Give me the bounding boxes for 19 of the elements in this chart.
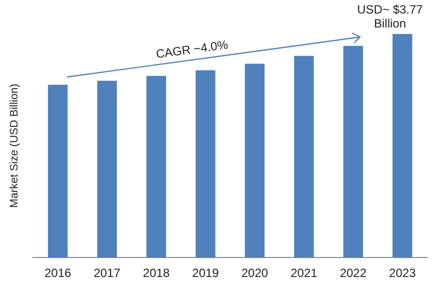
x-tick-label: 2018	[142, 266, 170, 280]
bar	[392, 34, 412, 258]
bar	[48, 84, 68, 258]
y-axis-title: Market Size (USD Billion)	[8, 84, 21, 208]
x-tick-label: 2019	[192, 266, 220, 280]
x-tick-label: 2022	[340, 266, 367, 280]
annotation: CAGR ~4.0%	[155, 37, 230, 62]
bar	[196, 70, 216, 258]
bar	[343, 46, 364, 258]
x-tick-label: 2021	[290, 266, 318, 280]
annotation: USD~ $3.77 Billion	[357, 2, 424, 30]
x-tick-label: 2017	[94, 266, 121, 280]
bar	[146, 76, 166, 258]
bar	[244, 64, 265, 258]
x-tick-label: 2016	[44, 266, 72, 280]
bar	[97, 80, 117, 258]
x-tick-label: 2020	[241, 266, 268, 280]
x-tick-label: 2023	[389, 266, 416, 280]
bar	[294, 56, 314, 258]
